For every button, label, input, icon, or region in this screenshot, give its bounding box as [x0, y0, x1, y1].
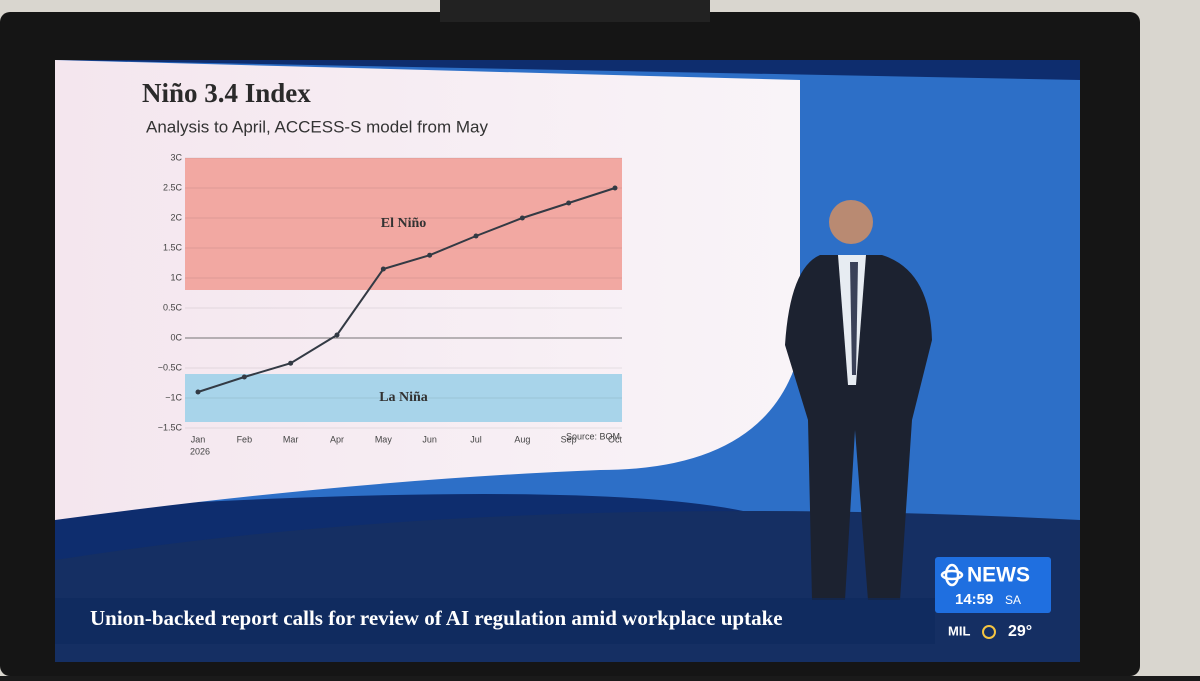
ticker-text: Union-backed report calls for review of …	[90, 606, 783, 630]
data-point	[612, 185, 618, 191]
data-point	[195, 389, 201, 395]
clock-zone: SA	[1005, 593, 1021, 607]
y-tick-label: −0.5C	[158, 362, 183, 372]
x-tick-label: Oct	[608, 434, 623, 444]
data-point	[519, 215, 525, 221]
x-tick-label: Aug	[514, 434, 530, 444]
data-point	[288, 360, 294, 366]
logo-text: NEWS	[967, 564, 1030, 587]
y-tick-label: 0.5C	[163, 302, 183, 312]
weather-location: MIL	[948, 623, 970, 638]
data-point	[473, 233, 479, 239]
y-tick-label: 0C	[170, 332, 182, 342]
logo-box	[935, 557, 1051, 613]
y-tick-label: 1C	[170, 272, 182, 282]
clock-time: 14:59	[955, 591, 993, 608]
y-tick-label: 2C	[170, 212, 182, 222]
x-tick-label: Jan	[191, 434, 206, 444]
x-tick-label: Mar	[283, 434, 299, 444]
presenter	[785, 200, 932, 600]
data-point	[334, 332, 340, 338]
x-tick-label: Apr	[330, 434, 344, 444]
x-tick-label: Sep	[561, 434, 577, 444]
camera-bar	[440, 0, 710, 22]
x-tick-label: Feb	[237, 434, 253, 444]
y-tick-label: −1C	[165, 392, 182, 402]
x-tick-label: Jun	[422, 434, 437, 444]
y-tick-label: 2.5C	[163, 182, 183, 192]
chart-subtitle: Analysis to April, ACCESS-S model from M…	[146, 117, 489, 136]
weather-temp: 29°	[1008, 623, 1032, 640]
chart-title: Niño 3.4 Index	[142, 78, 311, 108]
y-tick-label: −1.5C	[158, 422, 183, 432]
ticker-bar	[55, 598, 935, 644]
x-tick-label: Jul	[470, 434, 482, 444]
data-point	[427, 252, 433, 258]
x-sublabel: 2026	[190, 446, 210, 456]
sun-icon	[982, 625, 996, 639]
source: Source: BOM	[566, 431, 620, 441]
y-tick-label: 3C	[170, 152, 182, 162]
region-label: La Niña	[379, 390, 428, 405]
y-tick-label: 1.5C	[163, 242, 183, 252]
data-line	[197, 187, 616, 393]
region-band	[185, 374, 622, 422]
region-label: El Niño	[381, 216, 427, 231]
region-band	[185, 158, 622, 290]
data-point	[380, 266, 386, 272]
abc-logo	[940, 563, 964, 587]
x-tick-label: May	[375, 434, 393, 444]
data-point	[241, 374, 247, 380]
data-point	[566, 200, 572, 206]
